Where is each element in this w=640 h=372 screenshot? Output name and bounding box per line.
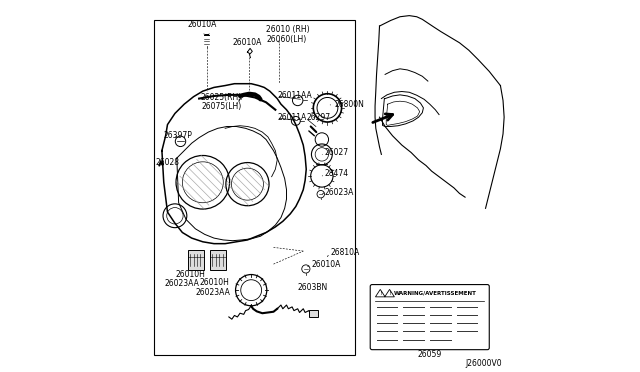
Text: 26297: 26297 [306, 113, 330, 122]
Bar [188, 250, 204, 270]
Text: 26023A: 26023A [325, 188, 354, 197]
Text: 26059: 26059 [418, 350, 442, 359]
Text: 26010H: 26010H [199, 278, 229, 287]
Text: 26023AA: 26023AA [196, 288, 230, 296]
Text: 26011AA: 26011AA [277, 92, 312, 100]
Text: !: ! [388, 291, 391, 296]
Text: J26000V0: J26000V0 [466, 359, 502, 368]
Text: 26028: 26028 [156, 158, 180, 167]
Bar [309, 310, 318, 317]
Text: 28474: 28474 [325, 169, 349, 178]
Text: 26010A: 26010A [187, 20, 216, 29]
Text: 26027: 26027 [325, 148, 349, 157]
Text: 26025(RH)
26075(LH): 26025(RH) 26075(LH) [201, 93, 242, 111]
Text: 26010A: 26010A [312, 260, 341, 269]
Text: 26810A: 26810A [330, 248, 360, 257]
Bar [211, 250, 226, 270]
Text: 26023AA: 26023AA [164, 279, 199, 288]
Text: 26010A: 26010A [233, 38, 262, 46]
FancyBboxPatch shape [370, 285, 489, 350]
Text: !: ! [379, 291, 381, 296]
Text: 26010H: 26010H [175, 270, 205, 279]
Bar [154, 20, 355, 355]
Text: 26397P: 26397P [163, 131, 192, 140]
Text: 26010 (RH)
26060(LH): 26010 (RH) 26060(LH) [266, 25, 310, 44]
Text: 26011A: 26011A [277, 113, 307, 122]
Text: 2603BN: 2603BN [298, 283, 328, 292]
Text: 26800N: 26800N [334, 100, 364, 109]
Text: WARNING/AVERTISSEMENT: WARNING/AVERTISSEMENT [394, 291, 477, 296]
